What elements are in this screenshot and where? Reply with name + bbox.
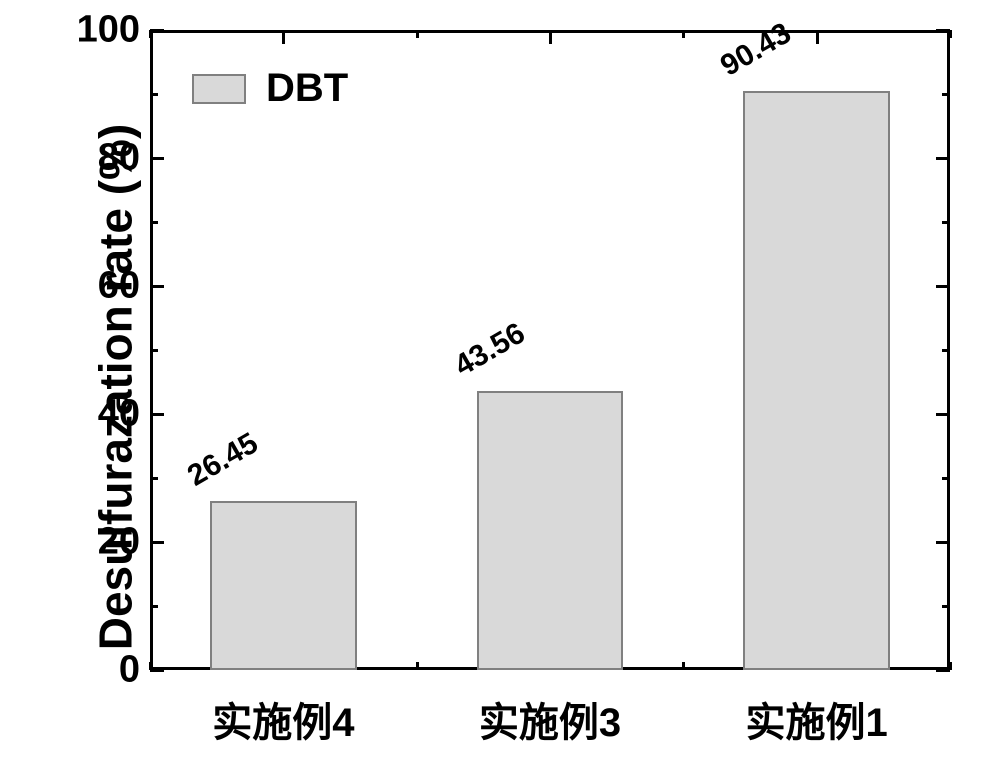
legend-label: DBT bbox=[266, 66, 348, 111]
y-tick-label: 60 bbox=[60, 265, 140, 308]
y-tick-minor bbox=[942, 349, 950, 352]
x-tick-minor bbox=[416, 30, 419, 38]
bar bbox=[743, 91, 890, 670]
bar-rect bbox=[210, 501, 357, 670]
y-tick-label: 20 bbox=[60, 521, 140, 564]
y-tick bbox=[150, 541, 164, 544]
x-tick bbox=[816, 30, 819, 44]
y-tick-minor bbox=[150, 605, 158, 608]
y-tick bbox=[150, 29, 164, 32]
x-tick-minor bbox=[949, 662, 952, 670]
y-tick-minor bbox=[150, 477, 158, 480]
x-category-label: 实施例3 bbox=[479, 690, 621, 748]
x-tick-minor bbox=[682, 30, 685, 38]
y-tick bbox=[150, 157, 164, 160]
x-tick bbox=[549, 30, 552, 44]
y-tick bbox=[936, 29, 950, 32]
bar bbox=[477, 391, 624, 670]
x-tick-minor bbox=[416, 662, 419, 670]
y-tick-minor bbox=[150, 221, 158, 224]
y-tick-minor bbox=[942, 93, 950, 96]
x-category-label: 实施例1 bbox=[746, 690, 888, 748]
y-tick-minor bbox=[150, 349, 158, 352]
y-tick-label: 80 bbox=[60, 137, 140, 180]
y-tick-minor bbox=[150, 93, 158, 96]
x-tick-minor bbox=[149, 662, 152, 670]
y-tick bbox=[150, 285, 164, 288]
bar-rect bbox=[477, 391, 624, 670]
bar-chart: Desulfurazation rate (%) 020406080100 26… bbox=[0, 0, 1000, 774]
y-tick-label: 40 bbox=[60, 393, 140, 436]
y-tick bbox=[936, 541, 950, 544]
y-axis-label: Desulfurazation rate (%) bbox=[88, 124, 142, 651]
x-tick-minor bbox=[682, 662, 685, 670]
y-tick-label: 0 bbox=[60, 649, 140, 692]
y-tick bbox=[150, 413, 164, 416]
x-tick-minor bbox=[949, 30, 952, 38]
y-tick bbox=[936, 285, 950, 288]
x-category-label: 实施例4 bbox=[212, 690, 354, 748]
bar bbox=[210, 501, 357, 670]
y-tick bbox=[936, 669, 950, 672]
y-tick bbox=[936, 157, 950, 160]
y-tick-minor bbox=[942, 477, 950, 480]
y-tick bbox=[936, 413, 950, 416]
legend-swatch bbox=[192, 74, 246, 104]
y-tick-label: 100 bbox=[60, 9, 140, 52]
y-tick-minor bbox=[942, 221, 950, 224]
legend: DBT bbox=[192, 66, 348, 111]
y-tick-minor bbox=[942, 605, 950, 608]
bar-rect bbox=[743, 91, 890, 670]
x-tick-minor bbox=[149, 30, 152, 38]
x-tick bbox=[282, 30, 285, 44]
y-tick bbox=[150, 669, 164, 672]
